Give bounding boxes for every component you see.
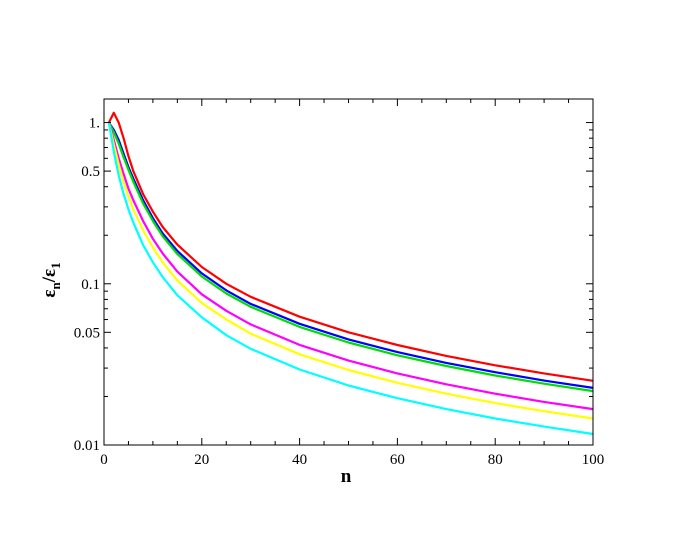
- x-tick-label: 100: [582, 452, 605, 468]
- series-line-2: [107, 121, 594, 389]
- x-tick-label: 60: [390, 452, 405, 468]
- y-axis-title-slash: /: [39, 276, 60, 283]
- labels-layer: 0 20 40 60 80 100 1. 0.5 0.1 0.05 0.01: [74, 116, 605, 468]
- y-axis-title-sub-n: n: [48, 282, 63, 290]
- series-line-4: [107, 122, 594, 411]
- y-axis-title-sub-1: 1: [48, 262, 63, 269]
- y-tick-label: 0.5: [81, 164, 100, 180]
- y-tick-label: 1.: [89, 116, 100, 132]
- y-tick-label: 0.1: [81, 277, 100, 293]
- x-tick-label: 40: [292, 452, 307, 468]
- series-line-6: [107, 122, 594, 436]
- series-line-1: [107, 111, 594, 382]
- x-axis-title: n: [341, 466, 352, 487]
- x-tick-label: 20: [194, 452, 209, 468]
- y-axis-title-eps-n: ε: [39, 290, 60, 298]
- series-line-5: [107, 122, 594, 420]
- y-tick-label: 0.01: [74, 438, 100, 454]
- ticks-layer: [103, 99, 594, 446]
- y-tick-label: 0.05: [74, 325, 100, 341]
- x-tick-label: 0: [100, 452, 108, 468]
- y-axis-title: εn/ε1: [39, 262, 63, 297]
- x-tick-label: 80: [488, 452, 503, 468]
- series-line-3: [107, 122, 594, 393]
- y-axis-title-eps-1: ε: [39, 269, 60, 277]
- series-layer: [107, 111, 594, 436]
